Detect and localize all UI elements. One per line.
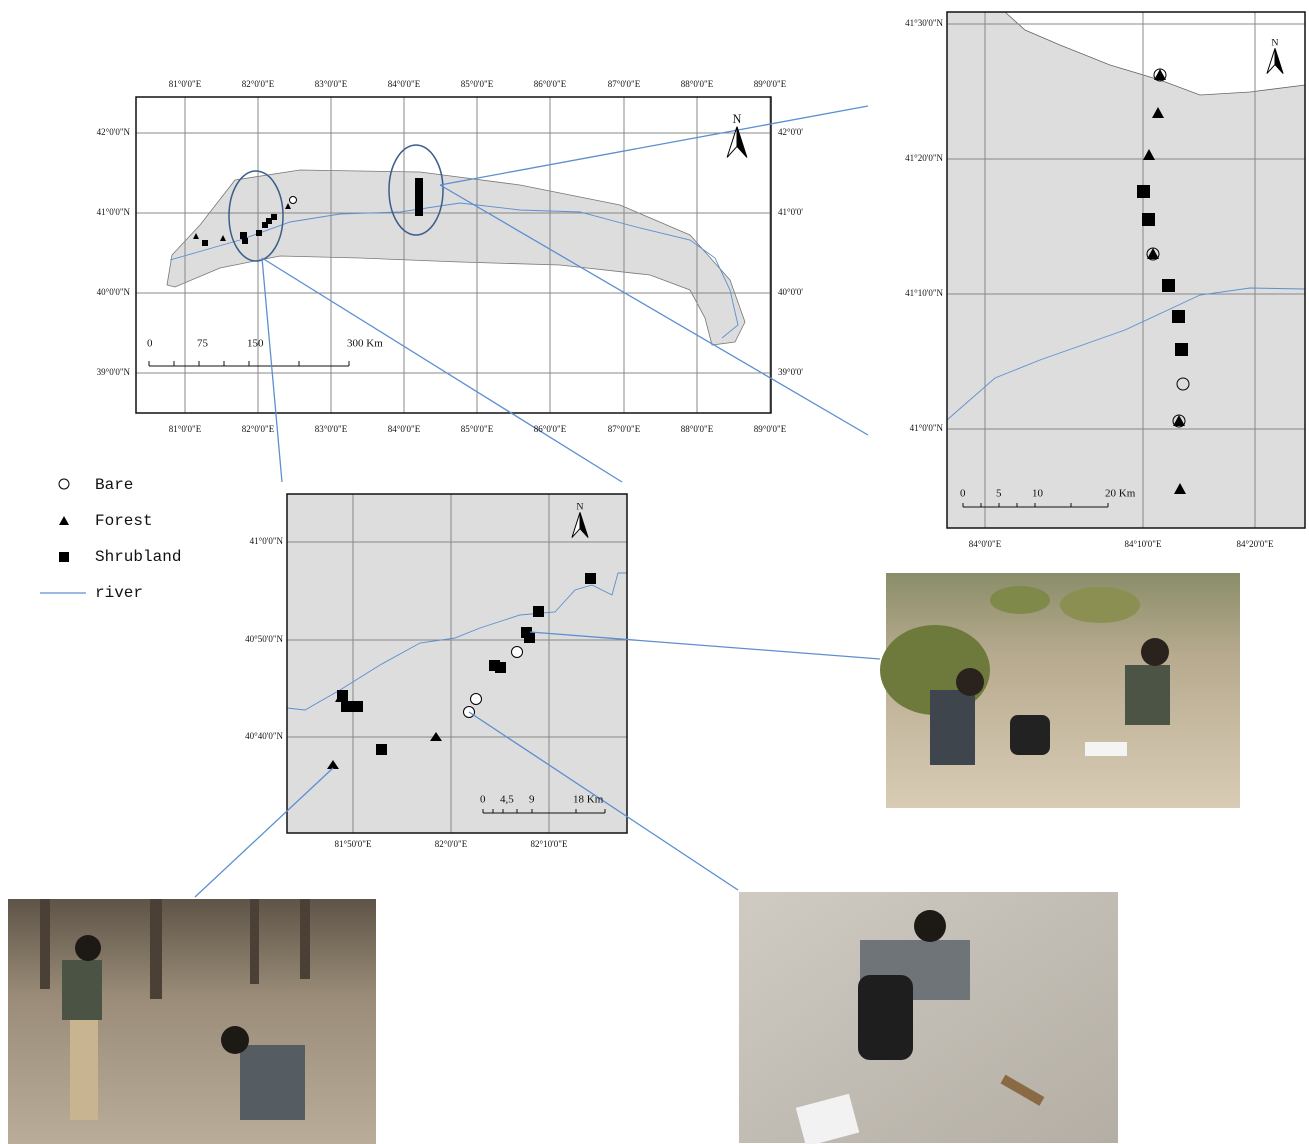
x-label-top: 85°0'0"E <box>461 79 494 89</box>
main-map <box>136 97 771 413</box>
x-label: 82°10'0"E <box>531 839 568 849</box>
x-label-top: 86°0'0"E <box>534 79 567 89</box>
scale-label: 5 <box>996 488 1002 500</box>
x-label: 84°20'0"E <box>1237 539 1274 549</box>
x-label: 84°10'0"E <box>1125 539 1162 549</box>
photo-shrubland <box>880 573 1240 808</box>
x-label-top: 87°0'0"E <box>608 79 641 89</box>
y-label: 41°30'0"N <box>905 18 943 28</box>
legend-symbol <box>59 479 69 489</box>
x-label-top: 83°0'0"E <box>315 79 348 89</box>
y-label: 41°0'0"N <box>910 423 944 433</box>
x-label-bottom: 87°0'0"E <box>608 424 641 434</box>
y-label-right: 39°0'0' <box>778 367 803 377</box>
legend-label: Shrubland <box>95 548 181 566</box>
scale-label: 300 Km <box>347 338 383 350</box>
y-label-left: 41°0'0"N <box>97 207 131 217</box>
y-label-right: 40°0'0' <box>778 287 803 297</box>
x-label-bottom: 83°0'0"E <box>315 424 348 434</box>
x-label-bottom: 85°0'0"E <box>461 424 494 434</box>
x-label-bottom: 84°0'0"E <box>388 424 421 434</box>
scale-label: 20 Km <box>1105 488 1136 500</box>
legend-label: Bare <box>95 476 133 494</box>
x-label-top: 89°0'0"E <box>754 79 787 89</box>
scale-label: 150 <box>247 338 264 350</box>
photo-forest <box>8 899 376 1144</box>
y-label-left: 39°0'0"N <box>97 367 131 377</box>
x-label-bottom: 88°0'0"E <box>681 424 714 434</box>
scale-label: 75 <box>197 338 209 350</box>
x-label: 82°0'0"E <box>435 839 468 849</box>
north-label: N <box>1271 37 1278 48</box>
x-label: 84°0'0"E <box>969 539 1002 549</box>
scale-label: 18 Km <box>573 794 604 806</box>
legend-label: Forest <box>95 512 153 530</box>
scale-label: 10 <box>1032 488 1044 500</box>
x-label-bottom: 81°0'0"E <box>169 424 202 434</box>
y-label-left: 42°0'0"N <box>97 127 131 137</box>
y-label: 41°0'0"N <box>250 536 284 546</box>
photo-bare <box>739 892 1118 1144</box>
legend-symbol <box>59 516 69 525</box>
scale-label: 0 <box>147 338 153 350</box>
scale-label: 4,5 <box>500 794 514 806</box>
bare-point <box>290 197 297 204</box>
x-label-top: 82°0'0"E <box>242 79 275 89</box>
north-label: N <box>576 501 583 512</box>
x-label-top: 81°0'0"E <box>169 79 202 89</box>
scale-label: 9 <box>529 794 535 806</box>
x-label-bottom: 89°0'0"E <box>754 424 787 434</box>
east-inset <box>947 12 1305 528</box>
legend-symbol <box>59 552 69 562</box>
x-label: 81°50'0"E <box>335 839 372 849</box>
y-label: 41°20'0"N <box>905 153 943 163</box>
scale-label: 0 <box>480 794 486 806</box>
legend-label: river <box>95 584 143 602</box>
x-label-top: 84°0'0"E <box>388 79 421 89</box>
y-label-right: 41°0'0' <box>778 207 803 217</box>
scale-label: 0 <box>960 488 966 500</box>
y-label: 40°40'0"N <box>245 731 283 741</box>
y-label: 41°10'0"N <box>905 288 943 298</box>
figure: Bare Forest Shrubland river <box>0 0 1309 1144</box>
north-label: N <box>733 112 742 126</box>
y-label: 40°50'0"N <box>245 634 283 644</box>
x-label-bottom: 86°0'0"E <box>534 424 567 434</box>
x-label-top: 88°0'0"E <box>681 79 714 89</box>
y-label-right: 42°0'0' <box>778 127 803 137</box>
x-label-bottom: 82°0'0"E <box>242 424 275 434</box>
legend: Bare Forest Shrubland river <box>40 476 181 602</box>
y-label-left: 40°0'0"N <box>97 287 131 297</box>
